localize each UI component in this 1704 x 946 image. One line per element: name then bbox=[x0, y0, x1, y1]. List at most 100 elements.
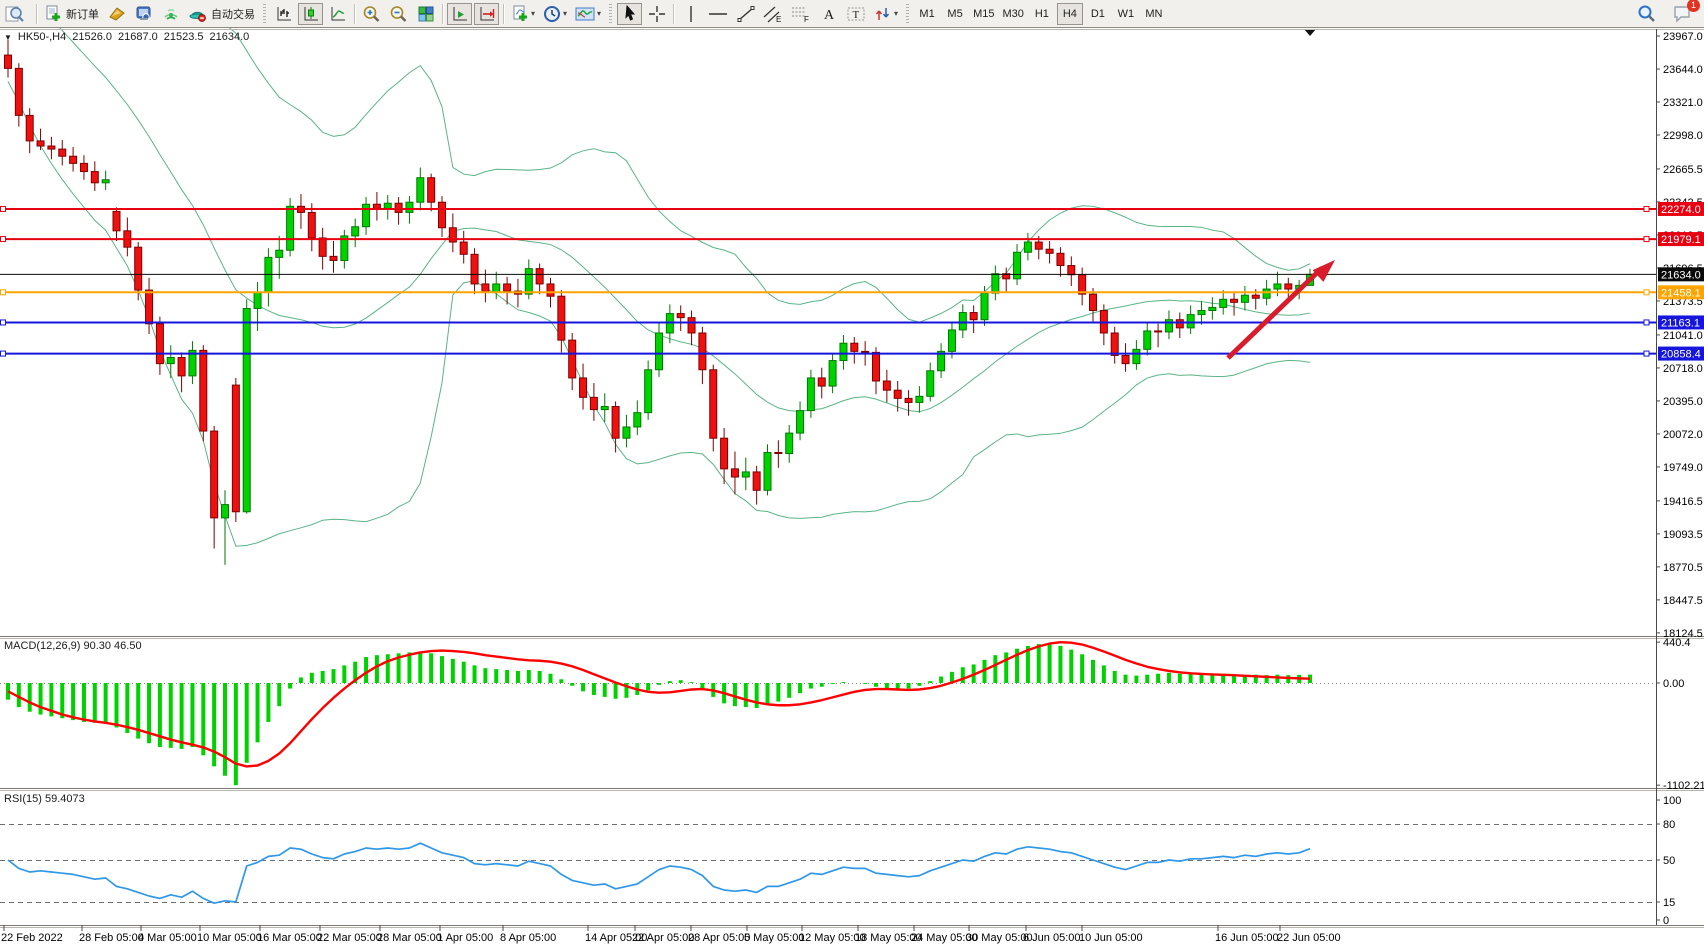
indicators-button[interactable]: ▾ bbox=[508, 3, 538, 25]
timeframe-button-D1[interactable]: D1 bbox=[1085, 3, 1111, 25]
timeframe-button-H4[interactable]: H4 bbox=[1056, 2, 1083, 25]
toolbar-grip bbox=[263, 3, 266, 24]
price-axis-label: 23967.0 bbox=[1663, 31, 1703, 43]
vertical-line-icon bbox=[689, 5, 692, 22]
price-tag-label: 20858.4 bbox=[1661, 349, 1701, 361]
symbol-period-label: HK50-,H4 bbox=[17, 31, 67, 43]
fibonacci-tool-button[interactable]: F bbox=[788, 3, 814, 25]
candle-body bbox=[318, 237, 327, 257]
cursor-tool-button[interactable] bbox=[617, 2, 643, 25]
time-axis-label: 10 Jun 05:00 bbox=[1079, 932, 1143, 944]
price-tag-support bbox=[1658, 346, 1704, 361]
new-order-icon bbox=[46, 5, 60, 21]
bar-chart-mode-button[interactable] bbox=[271, 3, 296, 25]
mql-editor-button[interactable] bbox=[104, 3, 129, 25]
crosshair-tool-button[interactable] bbox=[644, 3, 669, 25]
auto-scroll-button[interactable] bbox=[447, 2, 472, 25]
chart-shift-button[interactable] bbox=[474, 2, 499, 25]
zoom-out-button[interactable] bbox=[386, 3, 411, 25]
hline-handle bbox=[0, 289, 6, 296]
timeframe-button-M5[interactable]: M5 bbox=[942, 3, 968, 25]
candlestick-mode-button[interactable] bbox=[298, 2, 323, 25]
notifications-button[interactable]: 1 bbox=[1669, 0, 1700, 25]
candle-body bbox=[1056, 252, 1065, 267]
collapse-triangle-icon: ▼ bbox=[4, 32, 12, 42]
crosshair-icon bbox=[648, 5, 665, 22]
equidistant-channel-tool-button[interactable]: E bbox=[760, 3, 786, 25]
time-axis-label: 28 Feb 05:00 bbox=[79, 932, 144, 944]
timeframe-button-M1[interactable]: M1 bbox=[914, 3, 940, 25]
candle-body bbox=[351, 226, 360, 237]
low-value: 21523.5 bbox=[163, 31, 204, 43]
signal-button[interactable] bbox=[158, 3, 183, 25]
text-tool-button[interactable]: A bbox=[816, 3, 841, 25]
candle-body bbox=[785, 432, 794, 455]
candle-body bbox=[958, 312, 967, 331]
timeframe-button-W1[interactable]: W1 bbox=[1113, 3, 1139, 25]
clipped-market-watch-icon[interactable] bbox=[1, 2, 32, 26]
zoom-in-icon bbox=[363, 5, 380, 22]
timeframe-button-H1[interactable]: H1 bbox=[1029, 3, 1055, 25]
auto-trading-button[interactable]: 自动交易 bbox=[185, 3, 258, 25]
price-axis-label: 23644.0 bbox=[1663, 64, 1703, 76]
line-chart-mode-button[interactable] bbox=[325, 3, 350, 25]
candle-body bbox=[872, 351, 880, 382]
tile-windows-button[interactable] bbox=[413, 3, 438, 25]
candle-body bbox=[1197, 310, 1206, 316]
candle-body bbox=[1186, 314, 1195, 329]
candle-body bbox=[492, 283, 501, 293]
zoom-out-icon bbox=[390, 5, 407, 22]
candle-body bbox=[752, 471, 761, 491]
candle-body bbox=[1251, 294, 1260, 299]
periods-button[interactable]: ▾ bbox=[540, 3, 570, 25]
price-axis-label: 18124.5 bbox=[1663, 628, 1703, 640]
auto-scroll-icon bbox=[453, 6, 467, 20]
candle-body bbox=[709, 369, 718, 439]
time-axis-label: 10 Mar 05:00 bbox=[197, 932, 262, 944]
new-order-button[interactable]: 新订单 bbox=[41, 3, 102, 25]
candle-body bbox=[893, 389, 902, 399]
candle-body bbox=[730, 468, 739, 478]
search-button[interactable] bbox=[1634, 3, 1659, 25]
arrows-tool-button[interactable]: ▾ bbox=[871, 3, 901, 25]
candle-body bbox=[796, 410, 805, 434]
time-axis-label: 22 Apr 05:00 bbox=[632, 932, 694, 944]
zoom-in-button[interactable] bbox=[359, 3, 384, 25]
rsi-axis-label: 15 bbox=[1663, 897, 1675, 909]
candlestick-icon bbox=[304, 6, 318, 20]
trend-arrow-head bbox=[1312, 260, 1335, 282]
price-axis-label: 19093.5 bbox=[1663, 529, 1703, 541]
trendline-tool-button[interactable] bbox=[733, 3, 758, 25]
candle-body bbox=[817, 377, 826, 387]
timeframe-button-M15[interactable]: M15 bbox=[970, 3, 997, 25]
terminal-button[interactable] bbox=[131, 3, 156, 25]
candle-body bbox=[991, 273, 1000, 294]
time-axis-label: 8 Apr 05:00 bbox=[500, 932, 556, 944]
vertical-line-tool-button[interactable] bbox=[678, 3, 703, 25]
toolbar-separator bbox=[354, 3, 355, 24]
templates-button[interactable]: ▾ bbox=[572, 3, 604, 25]
candle-body bbox=[1121, 354, 1130, 365]
candle-body bbox=[882, 380, 891, 391]
macd-indicator-label: MACD(12,26,9) 90.30 46.50 bbox=[4, 640, 142, 652]
candle-body bbox=[1219, 298, 1228, 308]
text-icon: A bbox=[824, 8, 835, 23]
candle-body bbox=[720, 437, 729, 470]
horizontal-line-tool-button[interactable] bbox=[705, 3, 731, 25]
price-axis-label: 18447.5 bbox=[1663, 595, 1703, 607]
arrows-icon bbox=[875, 7, 890, 20]
price-axis-label: 19416.5 bbox=[1663, 496, 1703, 508]
candle-body bbox=[1143, 330, 1152, 350]
trend-arrow-line[interactable] bbox=[1226, 266, 1324, 360]
candle-body bbox=[1273, 283, 1282, 290]
candle-body bbox=[557, 295, 566, 341]
bar-chart-icon bbox=[277, 6, 291, 20]
candle-body bbox=[47, 145, 56, 150]
timeframe-button-M30[interactable]: M30 bbox=[999, 3, 1026, 25]
candle-body bbox=[1262, 288, 1271, 299]
timeframe-button-MN[interactable]: MN bbox=[1141, 3, 1167, 25]
chart-shift-marker[interactable] bbox=[1304, 29, 1316, 36]
text-label-tool-button[interactable]: T bbox=[843, 3, 869, 25]
price-axis-label: 20395.0 bbox=[1663, 396, 1703, 408]
